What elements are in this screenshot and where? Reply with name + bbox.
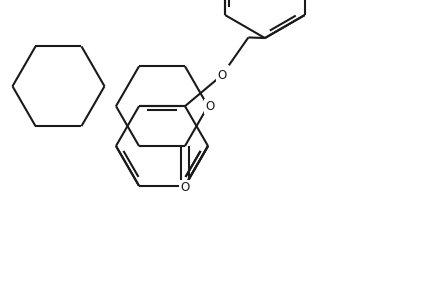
Text: O: O (205, 100, 215, 113)
Text: O: O (217, 69, 226, 82)
Text: O: O (180, 181, 190, 194)
